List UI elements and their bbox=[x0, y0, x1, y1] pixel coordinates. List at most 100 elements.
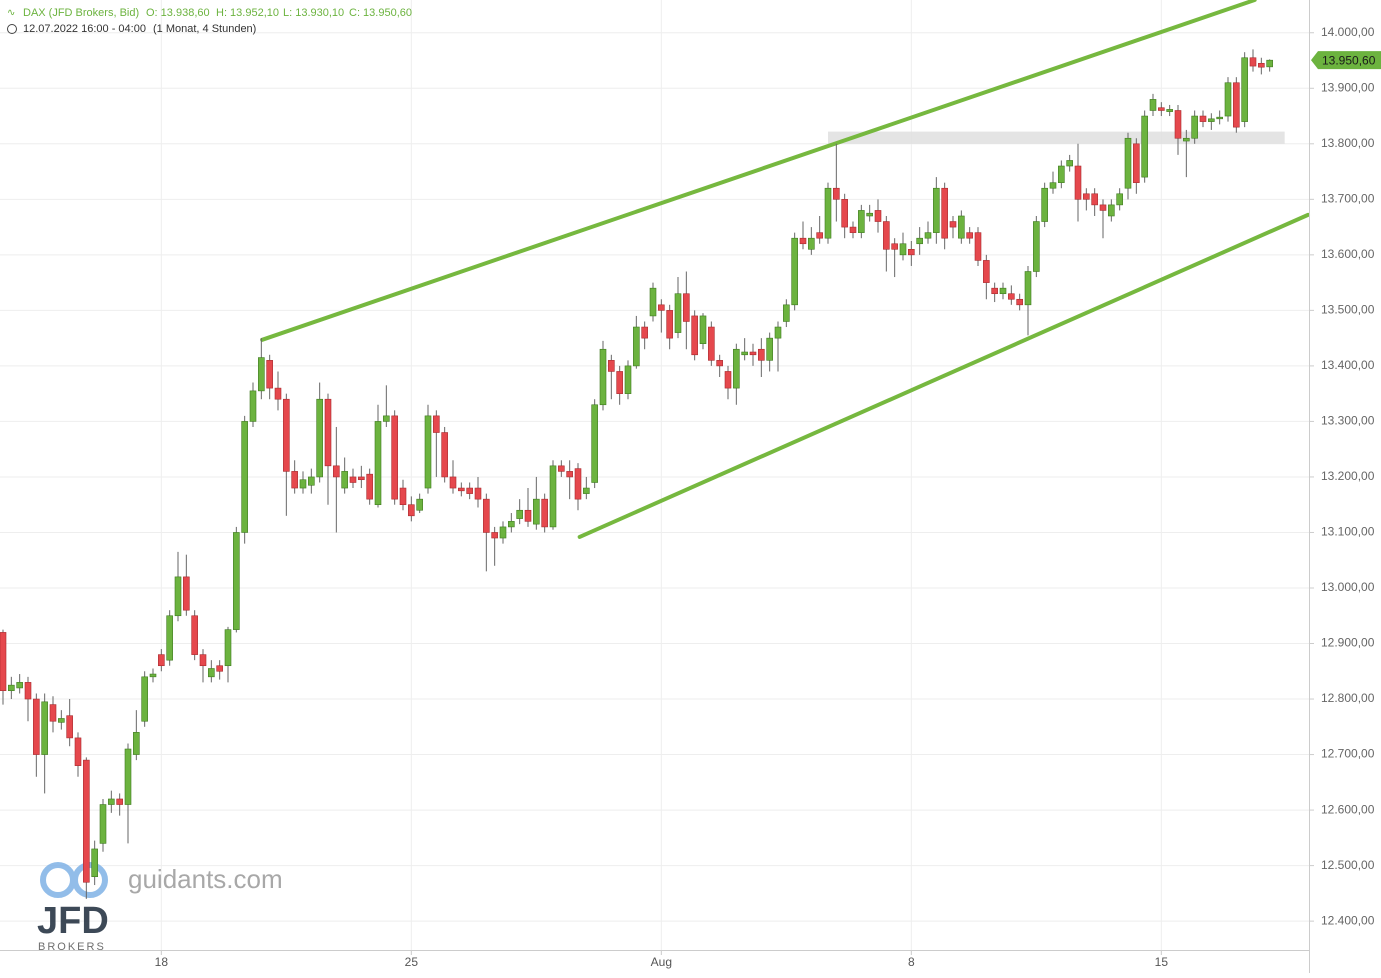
candle-body bbox=[674, 293, 682, 333]
candle-body bbox=[866, 212, 873, 217]
candle-body bbox=[533, 498, 540, 525]
candle-body bbox=[624, 365, 632, 394]
candle-body bbox=[24, 682, 32, 700]
candle-body bbox=[724, 371, 732, 389]
candle-body bbox=[1116, 193, 1123, 206]
candle-body bbox=[599, 348, 607, 406]
candle-body bbox=[549, 465, 557, 528]
candle-body bbox=[1091, 193, 1098, 206]
candle-body bbox=[658, 304, 665, 311]
clock-icon bbox=[7, 24, 17, 34]
last-price-label: 13.950,60 bbox=[1322, 53, 1376, 67]
candle-body bbox=[91, 848, 98, 878]
candle-body bbox=[574, 468, 582, 500]
candle-body bbox=[841, 199, 848, 228]
logo-ring bbox=[72, 862, 108, 898]
candle-body bbox=[174, 576, 182, 617]
candle-body bbox=[749, 351, 757, 356]
candle-body bbox=[1074, 165, 1082, 200]
candle-body bbox=[1174, 110, 1182, 139]
candle-body bbox=[966, 232, 973, 239]
candle-body bbox=[591, 404, 598, 483]
candle-body bbox=[799, 237, 807, 245]
candle-body bbox=[1149, 99, 1157, 111]
brand-sub: BROKERS bbox=[38, 941, 106, 953]
candle-body bbox=[149, 673, 157, 678]
candle-body bbox=[508, 521, 515, 528]
candle-body bbox=[1208, 118, 1215, 122]
candle-body bbox=[433, 415, 440, 433]
candle-body bbox=[499, 526, 507, 539]
candle-body bbox=[366, 473, 373, 500]
candle-body bbox=[191, 615, 198, 655]
y-tick-label: 12.500,00 bbox=[1321, 858, 1375, 872]
candle-body bbox=[383, 415, 390, 422]
x-tick-label: 25 bbox=[405, 955, 419, 969]
x-tick-label: 18 bbox=[155, 955, 169, 969]
candle-body bbox=[1133, 143, 1140, 183]
candle-body bbox=[233, 532, 240, 630]
candle-body bbox=[483, 498, 490, 533]
candle-body bbox=[808, 237, 815, 250]
period: (1 Monat, 4 Stunden) bbox=[153, 23, 256, 35]
candles bbox=[0, 49, 1273, 899]
candle-body bbox=[1141, 115, 1148, 178]
brand: JFD bbox=[37, 900, 109, 942]
y-tick-label: 12.600,00 bbox=[1321, 802, 1375, 816]
candle-body bbox=[224, 629, 232, 667]
candle-body bbox=[1216, 116, 1223, 120]
candle-body bbox=[1233, 82, 1240, 128]
candle-body bbox=[283, 398, 290, 472]
close: C: 13.950,60 bbox=[349, 7, 412, 19]
candle-body bbox=[1016, 298, 1023, 306]
candle-body bbox=[733, 348, 740, 389]
candle-body bbox=[999, 287, 1007, 295]
candle-body bbox=[16, 682, 23, 689]
time: 12.07.2022 16:00 - 04:00 bbox=[23, 23, 146, 35]
candle-body bbox=[274, 387, 282, 400]
candle-body bbox=[158, 654, 165, 667]
candle-body bbox=[183, 576, 190, 611]
candle-body bbox=[116, 798, 123, 805]
candle-body bbox=[1166, 109, 1173, 112]
trend-line bbox=[260, 0, 1257, 342]
candle-body bbox=[441, 432, 448, 478]
y-tick-label: 13.700,00 bbox=[1321, 191, 1375, 205]
candle-body bbox=[308, 476, 315, 486]
y-tick-label: 12.800,00 bbox=[1321, 691, 1375, 705]
candle-body bbox=[558, 465, 565, 472]
x-tick-label: 15 bbox=[1155, 955, 1169, 969]
candle-body bbox=[416, 498, 423, 511]
candle-body bbox=[399, 487, 407, 506]
candle-body bbox=[783, 304, 790, 322]
candle-body bbox=[258, 357, 265, 392]
candle-body bbox=[633, 326, 640, 367]
candle-body bbox=[49, 704, 57, 722]
candle-body bbox=[124, 748, 132, 805]
candle-body bbox=[466, 487, 473, 494]
candle-body bbox=[58, 718, 65, 723]
candle-body bbox=[374, 421, 382, 506]
candle-body bbox=[849, 226, 857, 233]
candle-body bbox=[1258, 62, 1265, 68]
axes: 12.400,00 12.500,00 12.600,00 12.700,00 12.8… bbox=[155, 25, 1381, 969]
candle-body bbox=[458, 487, 465, 492]
annotations bbox=[260, 0, 1310, 539]
candle-body bbox=[33, 698, 40, 755]
candle-body bbox=[0, 632, 7, 692]
candle-body bbox=[1191, 115, 1198, 139]
candle-body bbox=[108, 798, 115, 805]
candle-body bbox=[83, 759, 90, 883]
y-tick-label: 13.500,00 bbox=[1321, 303, 1375, 317]
candle-body bbox=[74, 737, 82, 766]
candle-body bbox=[641, 326, 648, 339]
candle-body bbox=[1041, 187, 1048, 222]
candle-body bbox=[299, 479, 307, 489]
candle-body bbox=[916, 237, 923, 245]
candle-body bbox=[516, 509, 523, 519]
candle-body bbox=[491, 532, 498, 539]
candle-body bbox=[758, 348, 765, 361]
candle-body bbox=[541, 498, 548, 528]
